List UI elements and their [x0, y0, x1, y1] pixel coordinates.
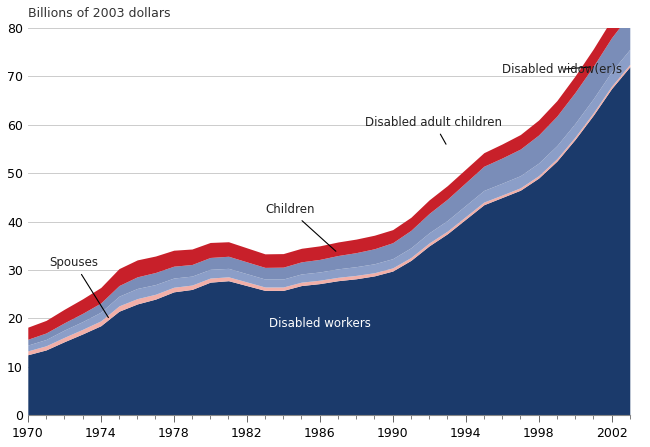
Text: Disabled widow(er)s: Disabled widow(er)s — [502, 63, 622, 76]
Text: Disabled adult children: Disabled adult children — [365, 116, 502, 144]
Text: Spouses: Spouses — [49, 256, 109, 317]
Text: Disabled workers: Disabled workers — [268, 317, 370, 330]
Text: Billions of 2003 dollars: Billions of 2003 dollars — [28, 7, 170, 20]
Text: Children: Children — [265, 203, 336, 251]
